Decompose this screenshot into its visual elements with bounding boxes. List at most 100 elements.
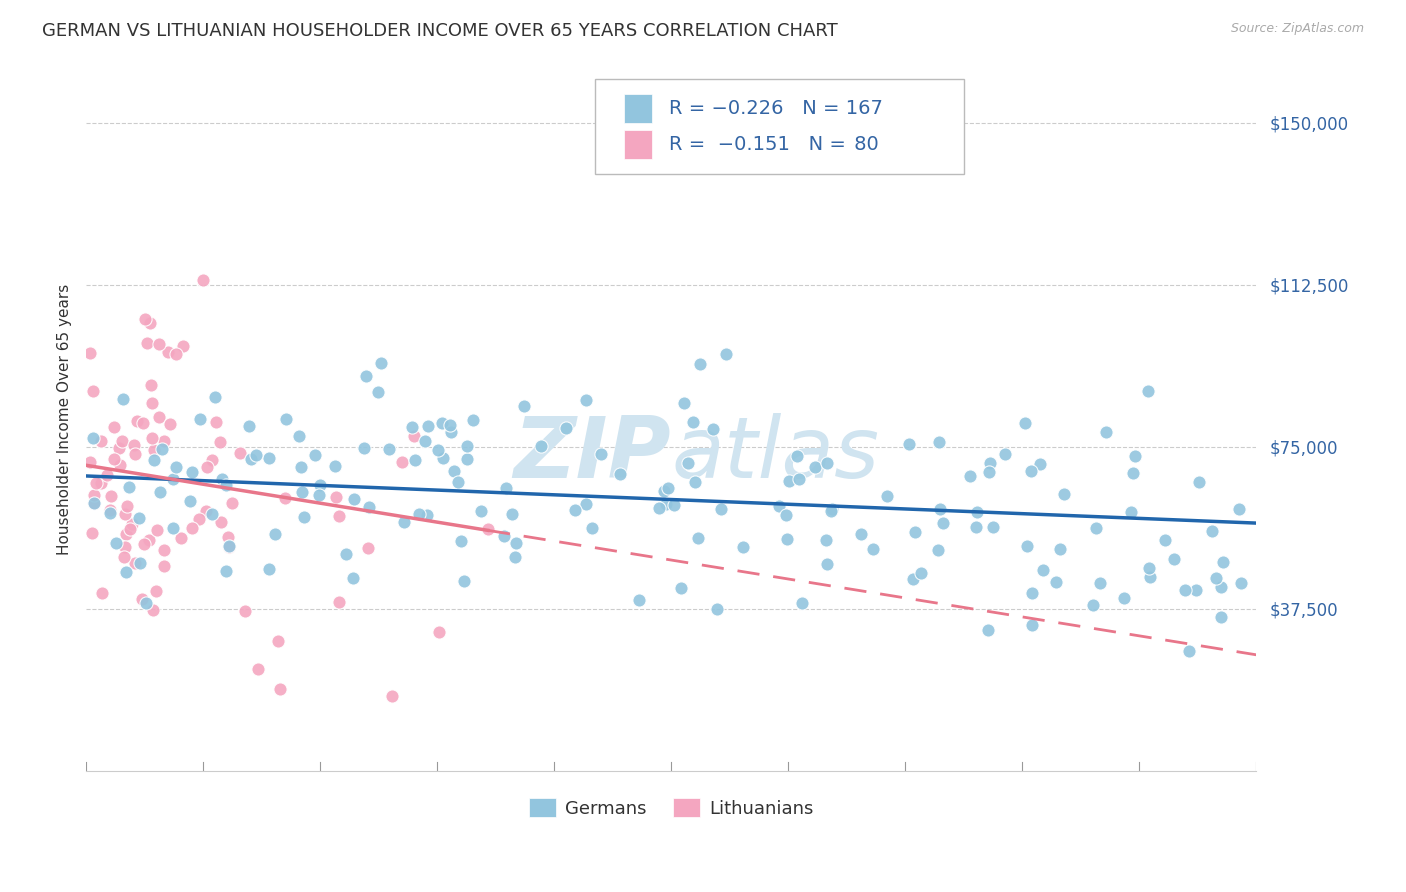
Point (1137, 560, 1160, 574)
Point (325, 490, 347, 504)
Point (391, 455, 413, 469)
Point (821, 501, 844, 516)
Point (367, 385, 389, 400)
Point (141, 431, 163, 445)
Point (108, 441, 131, 455)
Point (291, 485, 314, 500)
Point (115, 565, 138, 579)
Point (820, 504, 842, 518)
Point (1085, 521, 1108, 535)
Point (910, 566, 932, 580)
Point (815, 557, 838, 571)
Point (84, 475, 107, 490)
Point (627, 592, 650, 607)
Text: atlas: atlas (671, 413, 879, 496)
Y-axis label: Householder Income Over 65 years: Householder Income Over 65 years (58, 284, 72, 555)
Point (505, 536, 527, 550)
Point (165, 347, 187, 361)
Point (609, 467, 631, 481)
Point (416, 508, 439, 522)
Point (965, 520, 987, 534)
Point (134, 312, 156, 326)
Point (114, 508, 136, 522)
Point (194, 504, 217, 518)
Bar (624, 94, 652, 123)
Point (672, 395, 695, 409)
Point (1212, 555, 1234, 569)
Point (1088, 576, 1111, 591)
Point (495, 481, 517, 495)
Point (124, 447, 146, 461)
Point (979, 456, 1001, 470)
Point (381, 689, 404, 703)
Point (1187, 475, 1209, 489)
Point (928, 434, 950, 449)
Point (1122, 467, 1144, 481)
Point (82, 431, 104, 445)
Point (128, 511, 150, 525)
Point (492, 529, 515, 543)
Point (1201, 524, 1223, 538)
Point (215, 564, 238, 578)
Point (731, 540, 754, 554)
Point (503, 550, 526, 565)
Point (328, 508, 350, 523)
Point (456, 451, 478, 466)
Point (112, 550, 135, 565)
Point (141, 396, 163, 410)
Point (648, 500, 671, 515)
Point (1230, 575, 1253, 590)
Point (191, 273, 214, 287)
Point (775, 508, 797, 522)
Point (267, 633, 290, 648)
Point (121, 517, 143, 532)
Point (159, 417, 181, 431)
Point (201, 507, 224, 521)
Point (120, 523, 142, 537)
Point (135, 596, 157, 610)
Point (148, 337, 170, 351)
Point (217, 530, 239, 544)
Point (111, 392, 134, 406)
Point (447, 475, 470, 489)
Point (1123, 450, 1146, 464)
Point (353, 441, 375, 455)
Point (977, 624, 1000, 638)
Point (114, 526, 136, 541)
Point (1153, 533, 1175, 548)
Point (652, 484, 675, 499)
Point (359, 500, 381, 514)
Point (686, 531, 709, 545)
Point (108, 458, 131, 472)
Point (664, 498, 686, 512)
Point (1163, 551, 1185, 566)
Point (1209, 580, 1232, 594)
Point (98, 506, 121, 520)
Point (416, 419, 439, 434)
Point (245, 449, 267, 463)
Point (1114, 591, 1136, 606)
Point (304, 448, 326, 462)
Point (676, 456, 699, 470)
Point (994, 447, 1017, 461)
Point (153, 542, 176, 557)
Point (1052, 487, 1074, 501)
Point (323, 459, 346, 474)
Point (789, 472, 811, 486)
Point (83, 488, 105, 502)
Point (172, 339, 194, 353)
Point (180, 465, 202, 479)
Point (111, 434, 134, 448)
Point (98, 503, 121, 517)
Point (432, 450, 454, 465)
Point (274, 412, 297, 426)
Point (710, 502, 733, 516)
Point (162, 521, 184, 535)
Point (392, 515, 415, 529)
Point (124, 556, 146, 570)
Point (370, 355, 392, 369)
Point (1095, 425, 1118, 439)
Point (142, 603, 165, 617)
Point (90, 476, 112, 491)
Point (1174, 582, 1197, 597)
